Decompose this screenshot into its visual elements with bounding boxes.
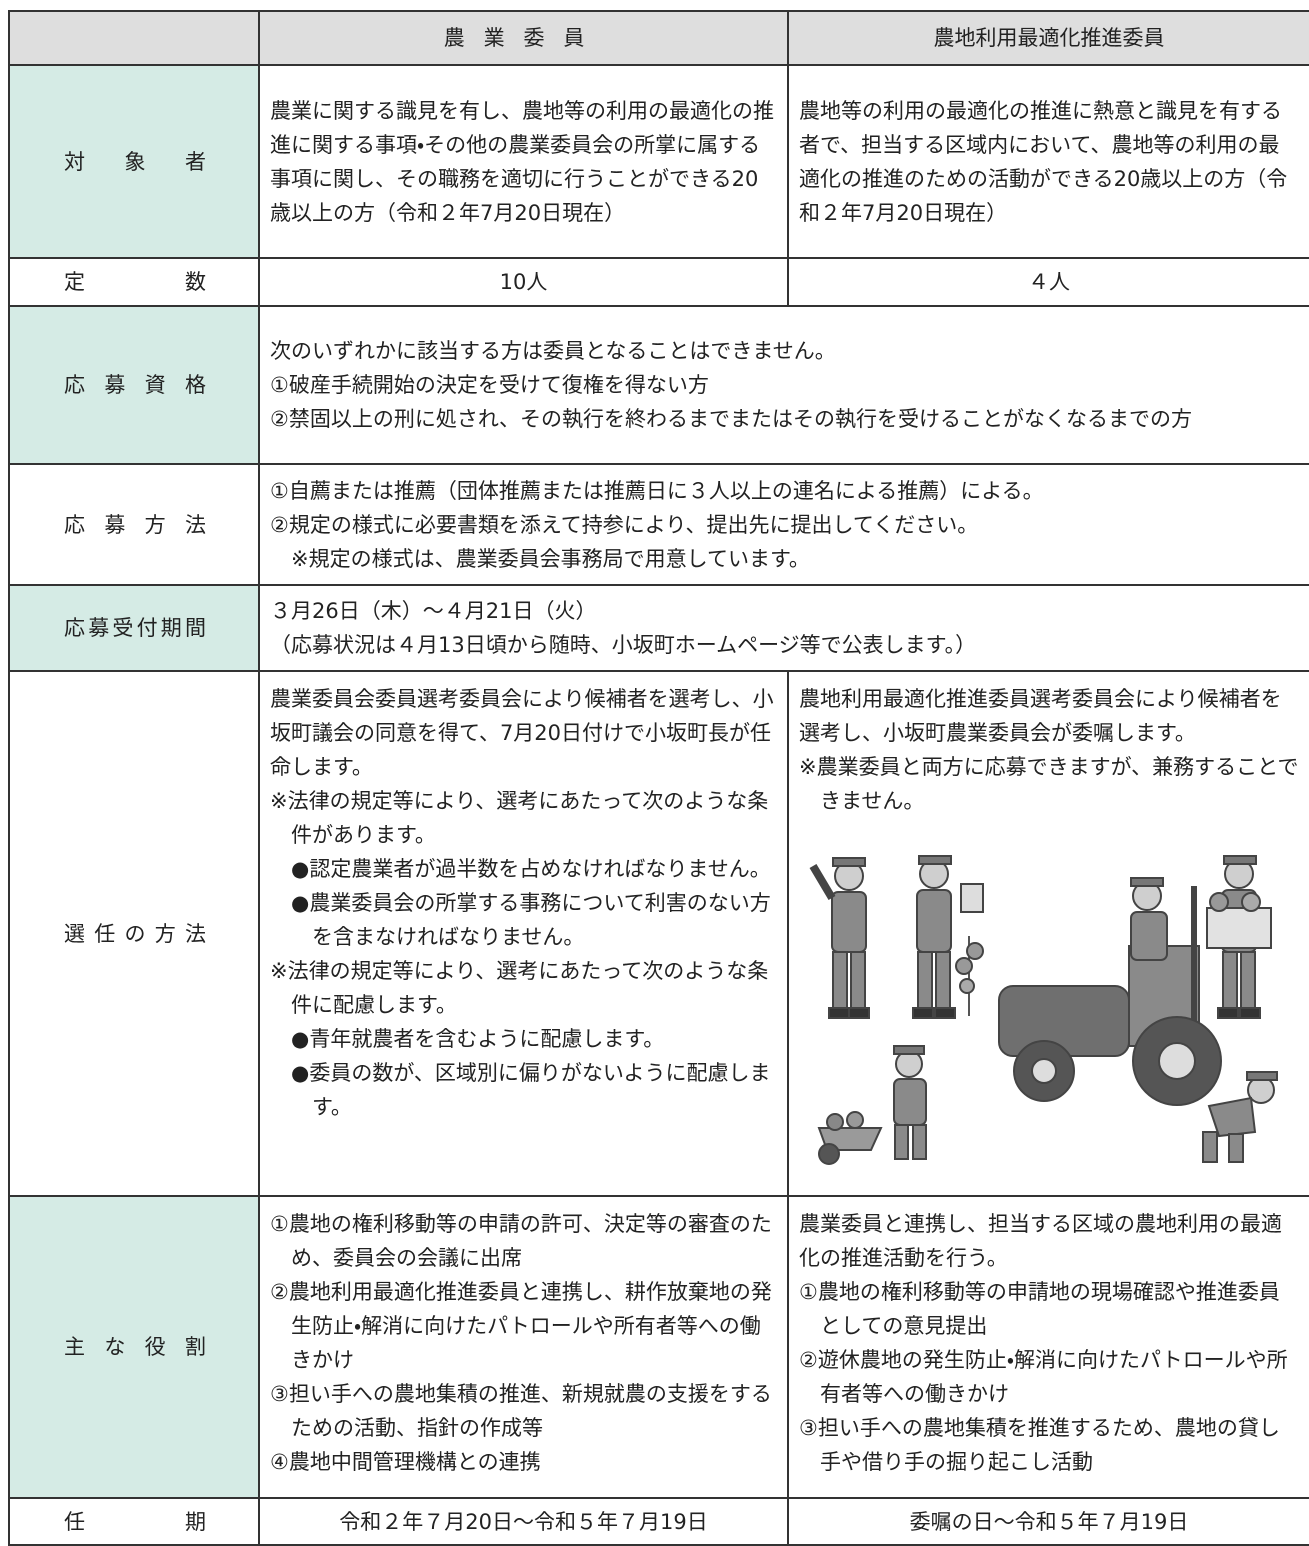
corner-cell xyxy=(8,10,260,66)
content-cell: ①自薦または推薦（団体推薦または推薦日に３人以上の連名による推薦）による。 ②規定… xyxy=(258,463,1309,586)
table-row: 応募資格 次のいずれかに該当する方は委員となることはできません。 ①破産手続開始の決… xyxy=(8,305,1309,465)
header-cell: 農地利用最適化推進委員 xyxy=(787,10,1309,66)
content-cell: 次のいずれかに該当する方は委員となることはできません。 ①破産手続開始の決定を受け… xyxy=(258,305,1309,465)
content-cell: 農地等の利用の最適化の推進に熱意と識見を有する者で、担当する区域内において、農地… xyxy=(787,64,1309,259)
cell-text: 農業委員と連携し、担当する区域の農地利用の最適化の推進活動を行う。 xyxy=(799,1212,1282,1270)
cell-text: 農地等の利用の最適化の推進に熱意と識見を有する者で、担当する区域内において、農地… xyxy=(799,98,1288,225)
content-cell: 10人 xyxy=(258,257,789,307)
sub-list: ●青年就農者を含むように配慮します。 ●委員の数が、区域別に偏りがないように配慮し… xyxy=(291,1022,777,1124)
cell-text: 委嘱の日～令和５年７月19日 xyxy=(909,1509,1189,1534)
content-cell: 農地利用最適化推進委員選考委員会により候補者を選考し、小坂町農業委員会が委嘱しま… xyxy=(787,670,1309,1197)
cell-text: ④農地中間管理機構との連携 xyxy=(270,1450,541,1474)
farmers-illustration xyxy=(809,855,1278,1165)
content-cell: ３月26日（木）～４月21日（火） （応募状況は４月13日頃から随時、小坂町ホーム… xyxy=(258,584,1309,672)
content-cell: ①農地の権利移動等の申請の許可、決定等の審査のため、委員会の会議に出席 ②農地利用… xyxy=(258,1195,789,1499)
cell-text: ①破産手続開始の決定を受けて復権を得ない方 xyxy=(270,373,709,397)
cell-text: ※法律の規定等により、選考にあたって次のような条件に配慮します。 xyxy=(270,959,769,1017)
row-label: 応募資格 xyxy=(8,305,260,465)
table-row: 応募受付期間 ３月26日（木）～４月21日（火） （応募状況は４月13日頃から随時、… xyxy=(8,584,1309,672)
row-label: 定数 xyxy=(8,257,260,307)
cell-text: ③担い手への農地集積の推進、新規就農の支援をするための活動、指針の作成等 xyxy=(270,1382,772,1440)
cell-text: ※法律の規定等により、選考にあたって次のような条件があります。 xyxy=(270,789,769,847)
cell-text: ①農地の権利移動等の申請地の現場確認や推進委員としての意見提出 xyxy=(799,1280,1280,1338)
cell-text: ②農地利用最適化推進委員と連携し、耕作放棄地の発生防止・解消に向けたパトロールや… xyxy=(270,1280,772,1372)
cell-text: ●青年就農者を含むように配慮します。 xyxy=(291,1027,665,1051)
row-label: 対象者 xyxy=(8,64,260,259)
header-row: 農業委員 農地利用最適化推進委員 xyxy=(8,10,1309,66)
cell-text: 次のいずれかに該当する方は委員となることはできません。 xyxy=(270,339,836,363)
sub-list: ※規定の様式は、農業委員会事務局で用意しています。 xyxy=(291,542,1299,576)
table-row: 対象者 農業に関する識見を有し、農地等の利用の最適化の推進に関する事項・その他の農… xyxy=(8,64,1309,259)
cell-text: ４人 xyxy=(1028,270,1070,294)
table-row: 応募方法 ①自薦または推薦（団体推薦または推薦日に３人以上の連名による推薦）による… xyxy=(8,463,1309,586)
content-cell: 令和２年７月20日～令和５年７月19日 xyxy=(258,1497,789,1546)
table-row: 主な役割 ①農地の権利移動等の申請の許可、決定等の審査のため、委員会の会議に出席 ②… xyxy=(8,1195,1309,1499)
cell-text: ※農業委員と両方に応募できますが、兼務することできません。 xyxy=(799,755,1299,813)
table-row: 任期 令和２年７月20日～令和５年７月19日 委嘱の日～令和５年７月19日 xyxy=(8,1497,1309,1546)
cell-text: 農地利用最適化推進委員選考委員会により候補者を選考し、小坂町農業委員会が委嘱しま… xyxy=(799,687,1282,745)
table-row: 選任の方法 農業委員会委員選考委員会により候補者を選考し、小坂町議会の同意を得て、… xyxy=(8,670,1309,1197)
cell-text: 10人 xyxy=(499,270,548,294)
row-label: 応募方法 xyxy=(8,463,260,586)
cell-text: （応募状況は４月13日頃から随時、小坂町ホームページ等で公表します。） xyxy=(270,633,977,657)
cell-text: ②規定の様式に必要書類を添えて持参により、提出先に提出してください。 xyxy=(270,512,979,537)
cell-text: ③担い手への農地集積を推進するため、農地の貸し手や借り手の掘り起こし活動 xyxy=(799,1416,1280,1474)
row-label: 主な役割 xyxy=(8,1195,260,1499)
cell-text: ●委員の数が、区域別に偏りがないように配慮します。 xyxy=(291,1061,771,1119)
cell-text: ●認定農業者が過半数を占めなければなりません。 xyxy=(291,857,771,881)
header-cell: 農業委員 xyxy=(258,10,789,66)
content-cell: 農業委員と連携し、担当する区域の農地利用の最適化の推進活動を行う。 ①農地の権利移… xyxy=(787,1195,1309,1499)
content-cell: 農業に関する識見を有し、農地等の利用の最適化の推進に関する事項・その他の農業委員… xyxy=(258,64,789,259)
cell-text: ３月26日（木）～４月21日（火） xyxy=(270,599,597,623)
table-row: 定数 10人 ４人 xyxy=(8,257,1309,307)
sub-list: ●認定農業者が過半数を占めなければなりません。 ●農業委員会の所掌する事務について… xyxy=(291,852,777,954)
row-label: 応募受付期間 xyxy=(8,584,260,672)
cell-text: ●農業委員会の所掌する事務について利害のない方を含まなければなりません。 xyxy=(291,891,771,949)
cell-text: 農業に関する識見を有し、農地等の利用の最適化の推進に関する事項・その他の農業委員… xyxy=(270,98,774,225)
row-label: 選任の方法 xyxy=(8,670,260,1197)
cell-text: ②遊休農地の発生防止・解消に向けたパトロールや所有者等への働きかけ xyxy=(799,1348,1288,1406)
content-cell: 農業委員会委員選考委員会により候補者を選考し、小坂町議会の同意を得て、7月20日… xyxy=(258,670,789,1197)
content-cell: ４人 xyxy=(787,257,1309,307)
cell-text: 令和２年７月20日～令和５年７月19日 xyxy=(339,1509,708,1534)
cell-text: ①自薦または推薦（団体推薦または推薦日に３人以上の連名による推薦）による。 xyxy=(270,478,1044,503)
recruitment-table: 農業委員 農地利用最適化推進委員 対象者 農業に関する識見を有し、農地等の利用の最… xyxy=(8,10,1309,1546)
cell-text: ②禁固以上の刑に処され、その執行を終わるまでまたはその執行を受けることがなくなる… xyxy=(270,407,1193,431)
content-cell: 委嘱の日～令和５年７月19日 xyxy=(787,1497,1309,1546)
cell-text: ※規定の様式は、農業委員会事務局で用意しています。 xyxy=(291,546,810,571)
cell-text: ①農地の権利移動等の申請の許可、決定等の審査のため、委員会の会議に出席 xyxy=(270,1212,772,1270)
cell-text: 農業委員会委員選考委員会により候補者を選考し、小坂町議会の同意を得て、7月20日… xyxy=(270,687,774,779)
row-label: 任期 xyxy=(8,1497,260,1546)
